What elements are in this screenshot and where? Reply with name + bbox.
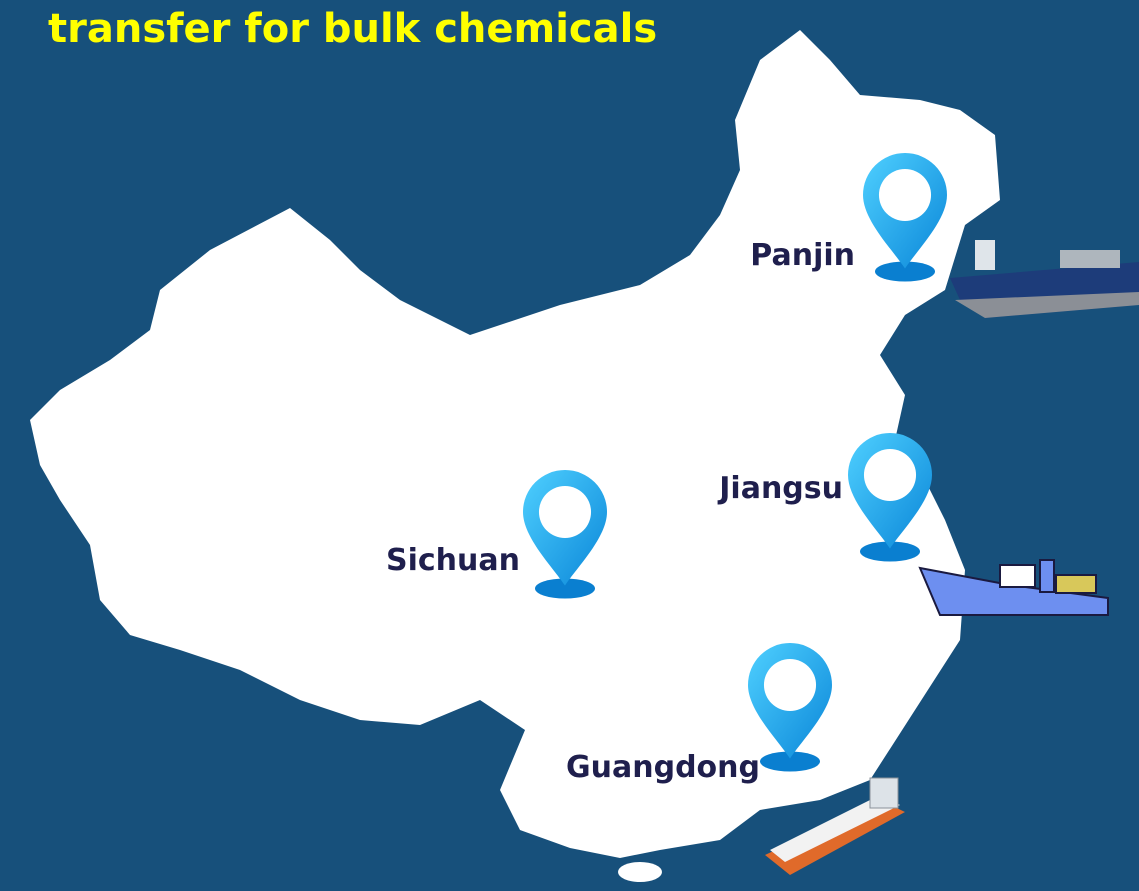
pin-hole: [863, 448, 917, 502]
hainan-island: [618, 862, 662, 882]
ship-panjin: [950, 240, 1139, 318]
location-label: Jiangsu: [717, 471, 843, 506]
china-shape: [30, 30, 1000, 858]
pin-hole: [538, 485, 592, 539]
pins: Panjin Jiangsu Sichuan Guangdong: [386, 153, 947, 785]
pin-hole: [878, 168, 932, 222]
location-label: Sichuan: [386, 543, 520, 578]
pin-shadow: [875, 261, 935, 282]
pin-shadow: [860, 541, 920, 562]
ship-guangdong: [765, 777, 905, 875]
title: transfer for bulk chemicals: [48, 6, 657, 52]
pin-hole: [763, 658, 817, 712]
pin-shadow: [760, 751, 820, 772]
pin-shadow: [535, 578, 595, 599]
location-label: Guangdong: [566, 750, 760, 785]
ship-jiangsu: [918, 559, 1109, 616]
location-label: Panjin: [750, 238, 855, 273]
